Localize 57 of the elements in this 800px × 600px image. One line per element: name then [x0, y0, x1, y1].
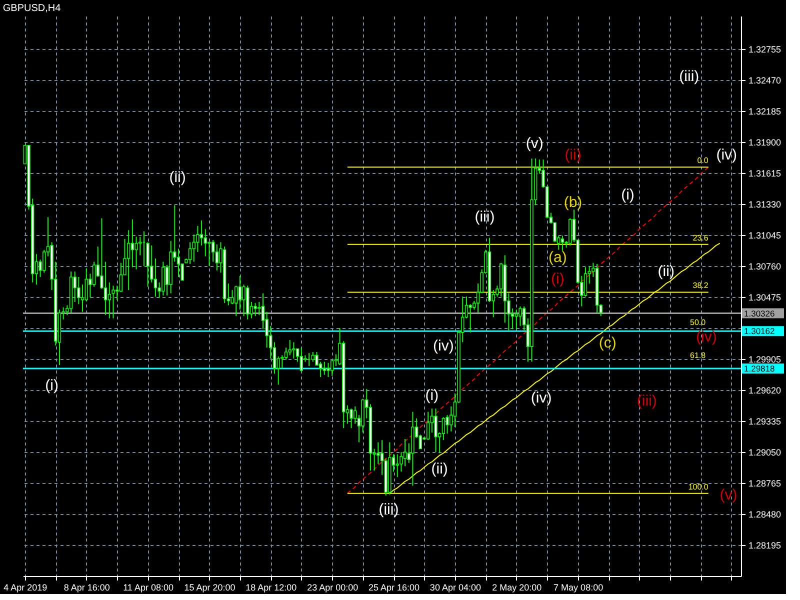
- annotation: (iii): [474, 208, 495, 226]
- annotation: (v): [720, 486, 738, 504]
- x-tick-label: 11 Apr 08:00: [123, 582, 174, 592]
- x-tick-label: 23 Apr 00:00: [307, 582, 358, 592]
- y-tick-label: 1.32755: [748, 44, 782, 55]
- series-label: 23.6: [692, 233, 709, 242]
- annotation: (ii): [431, 460, 448, 478]
- x-tick-label: 15 Apr 20:00: [184, 582, 236, 592]
- annotation: (v): [526, 134, 544, 152]
- ref-line-label: 1.30162: [744, 326, 775, 336]
- annotation: (iii): [636, 392, 657, 410]
- y-tick-label: 1.29620: [748, 386, 782, 396]
- y-tick-label: 1.31045: [748, 230, 782, 241]
- y-tick-label: 1.29335: [748, 416, 782, 427]
- annotation: 61.8: [690, 351, 706, 360]
- y-tick-label: 1.28765: [748, 478, 782, 489]
- annotation: (c): [598, 334, 616, 352]
- x-tick-label: 25 Apr 16:00: [368, 582, 420, 592]
- ref-line-label: 1.30326: [744, 308, 775, 318]
- annotation: (iv): [433, 337, 454, 354]
- y-tick-label: 1.30475: [748, 292, 782, 303]
- annotation: (i): [425, 386, 439, 404]
- annotation: (b): [564, 194, 582, 212]
- annotation: (iv): [696, 328, 717, 346]
- annotation: (i): [45, 377, 58, 394]
- y-tick-label: 1.28480: [748, 510, 782, 520]
- x-tick-label: 2 May 20:00: [492, 582, 542, 592]
- series-label: 0.0: [697, 156, 709, 166]
- annotation: (a): [548, 249, 567, 266]
- y-tick-label: 1.29905: [748, 354, 782, 365]
- annotation: (ii): [169, 168, 186, 186]
- x-tick-label: 18 Apr 12:00: [246, 582, 297, 592]
- y-tick-label: 1.31615: [748, 168, 782, 179]
- y-tick-label: 1.31330: [748, 200, 782, 210]
- x-tick-label: 8 Apr 16:00: [64, 582, 110, 592]
- x-tick-label: 4 Apr 2019: [4, 582, 48, 592]
- y-tick-label: 1.31900: [748, 138, 782, 148]
- y-tick-label: 1.32470: [748, 76, 782, 86]
- annotation: (iii): [679, 68, 700, 86]
- series-label: 100.0: [688, 482, 709, 492]
- annotation: 50.0: [690, 318, 706, 328]
- y-tick-label: 1.28195: [748, 540, 782, 551]
- annotation: (i): [550, 270, 564, 288]
- ref-line-label: 1.29818: [744, 364, 775, 374]
- chart-title: GBPUSD,H4: [2, 3, 62, 14]
- y-tick-label: 1.30760: [748, 262, 782, 272]
- annotation: (iii): [378, 501, 399, 518]
- annotation: (i): [621, 186, 634, 204]
- annotation: (iv): [716, 146, 738, 164]
- y-tick-label: 1.29050: [748, 448, 782, 458]
- y-tick-label: 1.32185: [748, 106, 782, 117]
- series-label: 38.2: [692, 281, 709, 290]
- annotation: (ii): [658, 262, 674, 280]
- annotation: (ii): [564, 146, 582, 164]
- x-tick-label: 30 Apr 04:00: [430, 582, 481, 592]
- annotation: (iv): [530, 390, 552, 407]
- x-tick-label: 7 May 08:00: [554, 582, 604, 592]
